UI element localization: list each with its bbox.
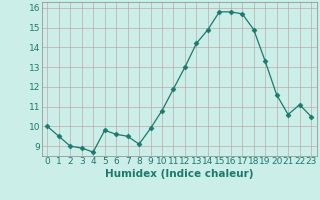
X-axis label: Humidex (Indice chaleur): Humidex (Indice chaleur) xyxy=(105,169,253,179)
